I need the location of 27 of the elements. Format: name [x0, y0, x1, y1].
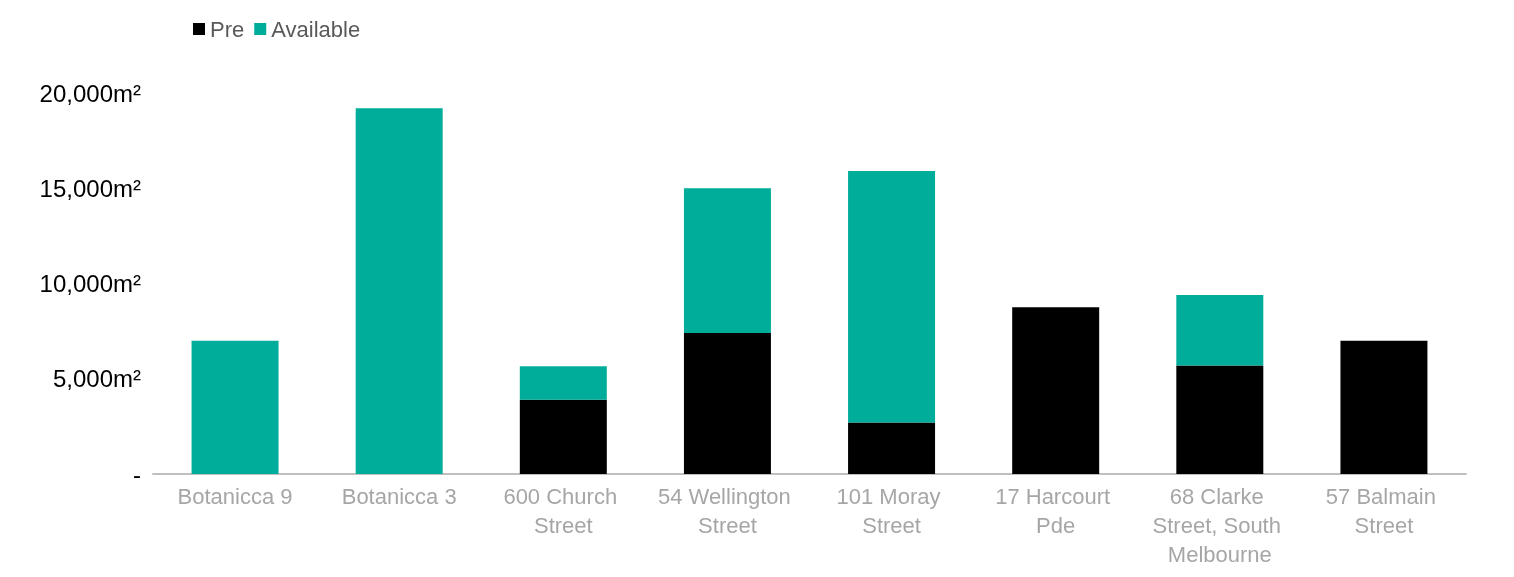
bar — [1340, 340, 1428, 474]
legend-label: Available — [271, 16, 361, 42]
legend-label: Pre — [210, 16, 245, 42]
x-tick-label: 57 Balmain Street — [1325, 484, 1443, 538]
y-tick-label: 10,000m² — [39, 270, 142, 297]
bar — [1012, 307, 1100, 474]
y-tick-label: 15,000m² — [39, 174, 142, 202]
y-tick-label: - — [133, 460, 141, 488]
bar — [519, 366, 607, 400]
bar — [1176, 294, 1264, 366]
x-tick-label: 600 Church Street — [503, 484, 624, 538]
bar — [191, 340, 279, 474]
bar — [848, 422, 936, 474]
bar — [519, 399, 607, 474]
x-tick-label: Botanicca 3 — [341, 484, 457, 509]
bar — [683, 188, 771, 334]
bar — [1176, 365, 1264, 474]
bar — [355, 108, 443, 474]
bar — [848, 171, 936, 423]
x-tick-label: 54 Wellington Street — [657, 484, 797, 538]
x-tick-label: Botanicca 9 — [177, 484, 293, 509]
y-tick-label: 20,000m² — [39, 79, 142, 107]
x-tick-label: 68 Clarke Street, South Melbourne — [1152, 484, 1288, 567]
x-tick-label: 17 Harcourt Pde — [995, 484, 1117, 538]
bar — [683, 333, 771, 474]
y-tick-label: 5,000m² — [52, 365, 141, 393]
x-tick-label: 101 Moray Street — [836, 484, 947, 538]
